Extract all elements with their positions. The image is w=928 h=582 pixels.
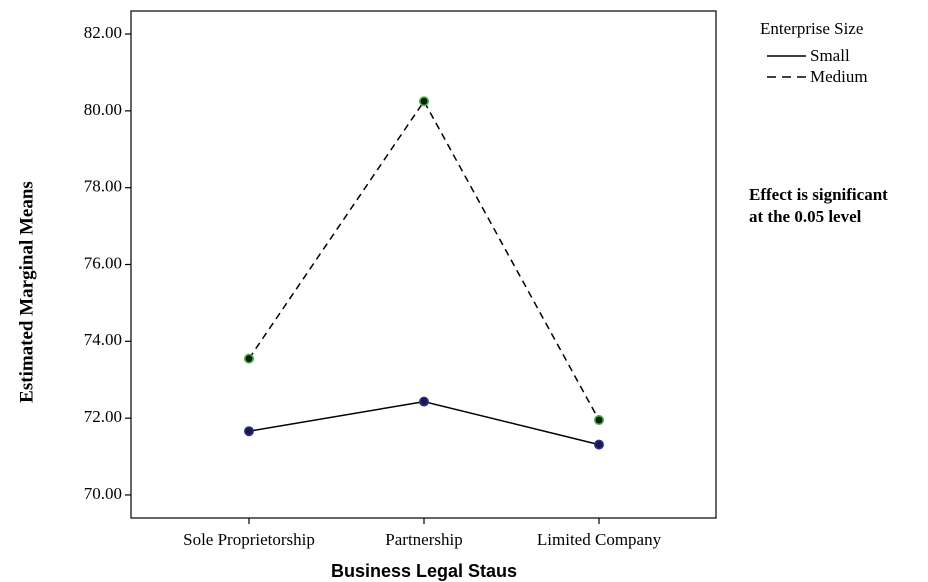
data-point-small [418, 396, 429, 407]
y-tick-label: 76.00 [84, 253, 122, 272]
data-point-medium [418, 96, 429, 107]
data-point-medium [593, 415, 604, 426]
legend: Enterprise Size Small Medium [760, 19, 868, 86]
series-line-medium [248, 99, 600, 421]
y-tick-label: 80.00 [84, 100, 122, 119]
plot-area [130, 10, 717, 519]
x-tick-label: Limited Company [537, 530, 662, 549]
x-axis: Sole Proprietorship Partnership Limited Co… [183, 518, 662, 549]
significance-note-line-2: at the 0.05 level [749, 207, 862, 226]
y-tick-label: 74.00 [84, 330, 122, 349]
y-tick-label: 72.00 [84, 407, 122, 426]
significance-note-line-1: Effect is significant [749, 185, 888, 204]
data-point-small [593, 439, 604, 450]
y-axis-label: Estimated Marginal Means [16, 181, 37, 403]
data-point-small [244, 426, 255, 437]
legend-item-small: Small [810, 46, 850, 65]
series-lines [248, 99, 600, 446]
y-tick-label: 78.00 [84, 177, 122, 196]
legend-title: Enterprise Size [760, 19, 863, 38]
x-tick-label: Partnership [385, 530, 462, 549]
series-points [244, 96, 604, 450]
y-tick-label: 82.00 [84, 23, 122, 42]
y-axis: 70.00 72.00 74.00 76.00 78.00 80.00 82.00 [84, 23, 131, 503]
x-tick-label: Sole Proprietorship [183, 530, 315, 549]
series-line-small [248, 400, 600, 446]
plot-border [130, 10, 717, 519]
legend-item-medium: Medium [810, 67, 868, 86]
x-axis-label: Business Legal Staus [331, 561, 517, 581]
y-tick-label: 70.00 [84, 484, 122, 503]
data-point-medium [244, 353, 255, 364]
significance-note: Effect is significant at the 0.05 level [749, 185, 888, 226]
